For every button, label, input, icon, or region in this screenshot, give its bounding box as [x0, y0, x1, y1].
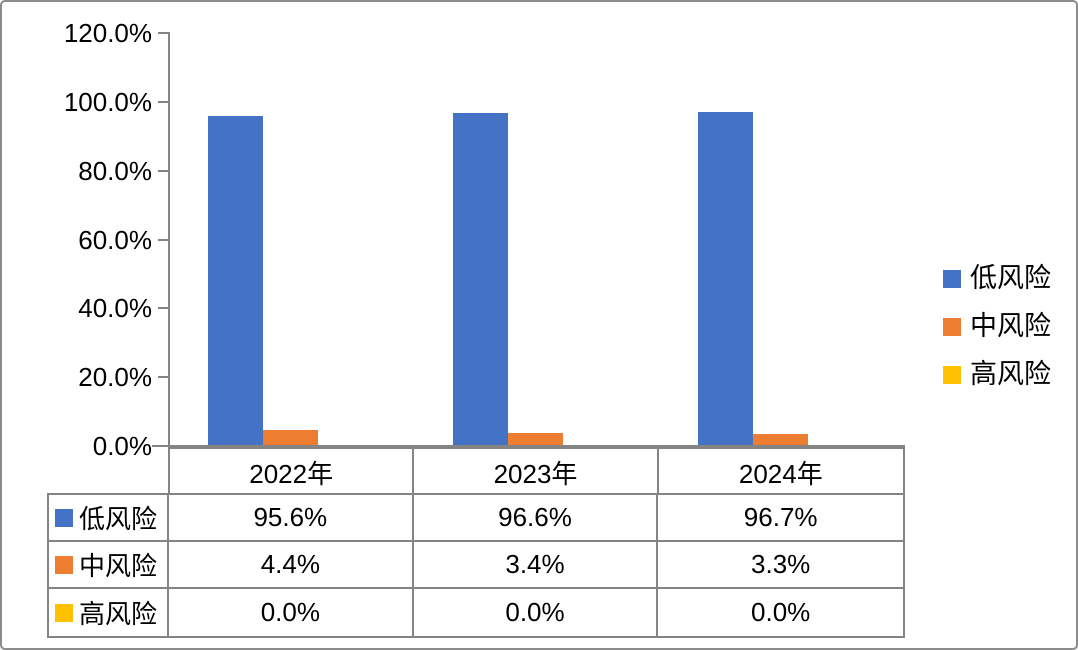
category-label-2024年: 2024年	[738, 458, 823, 489]
category-label-2022年: 2022年	[170, 449, 415, 495]
legend-item-中风险: 中风险	[943, 310, 1051, 343]
y-axis-label: 0.0%	[92, 431, 152, 461]
row-swatch-icon	[55, 555, 73, 574]
row-swatch-icon	[55, 508, 73, 527]
plot-area	[168, 32, 905, 447]
table-cell: 95.6%	[169, 495, 414, 542]
data-table: 低风险 95.6% 96.6% 96.7% 中风险 4.4% 3.4% 3.3% 高风险 0.0%…	[47, 493, 905, 638]
legend-item-高风险: 高风险	[943, 358, 1051, 391]
y-axis-label: 40.0%	[78, 293, 152, 324]
table-cell: 0.0%	[414, 589, 659, 636]
y-axis-tick	[158, 445, 168, 447]
row-swatch-icon	[55, 603, 73, 622]
bar-中风险-2024年	[753, 433, 808, 445]
y-axis-label: 80.0%	[78, 155, 152, 186]
y-axis-tick	[158, 238, 168, 241]
y-axis-tick	[158, 169, 168, 172]
legend-swatch-icon	[943, 365, 961, 384]
bar-中风险-2023年	[508, 433, 563, 445]
row-header-label: 低风险	[79, 504, 158, 534]
table-cell: 4.4%	[169, 542, 414, 589]
y-axis-tick	[158, 32, 168, 34]
table-cell: 3.3%	[658, 542, 903, 589]
category-label-2023年: 2023年	[414, 449, 659, 495]
y-axis-label: 20.0%	[78, 362, 152, 393]
legend-label: 高风险	[970, 359, 1051, 389]
legend-label: 低风险	[970, 263, 1051, 293]
y-axis-label: 100.0%	[63, 86, 152, 117]
legend: 低风险 中风险 高风险	[943, 262, 1051, 391]
y-axis-tick	[158, 307, 168, 310]
table-cell: 0.0%	[751, 597, 811, 627]
bar-低风险-2023年	[453, 112, 508, 445]
row-header-label: 高风险	[79, 599, 158, 629]
legend-swatch-icon	[943, 269, 961, 288]
row-header-label: 中风险	[79, 551, 158, 581]
table-cell: 96.7%	[658, 495, 903, 542]
row-header-中风险: 中风险	[49, 542, 169, 589]
y-axis-label: 120.0%	[63, 18, 152, 48]
table-cell: 0.0%	[169, 589, 414, 636]
legend-label: 中风险	[970, 311, 1051, 341]
legend-swatch-icon	[943, 317, 961, 336]
table-cell: 96.6%	[413, 495, 659, 542]
bar-中风险-2022年	[263, 429, 318, 445]
y-axis-tick	[158, 376, 168, 379]
table-cell: 3.4%	[413, 542, 659, 589]
y-axis-label: 60.0%	[78, 224, 152, 255]
row-header-高风险: 高风险	[49, 589, 169, 636]
row-header-低风险: 低风险	[49, 495, 169, 542]
legend-item-低风险: 低风险	[943, 262, 1051, 295]
bar-低风险-2022年	[208, 115, 263, 445]
y-axis-tick	[158, 100, 168, 103]
category-header-row: 2022年 2023年 2024年	[168, 447, 905, 495]
bar-低风险-2024年	[698, 112, 753, 445]
